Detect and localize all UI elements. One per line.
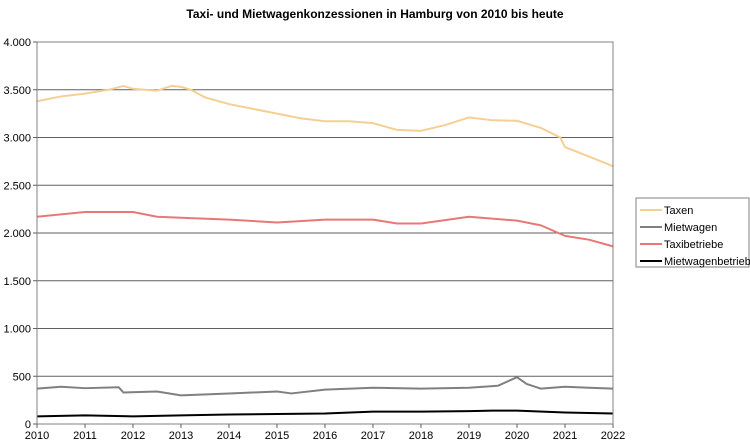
y-tick-label: 4.000 [3, 37, 31, 49]
x-tick-label: 2014 [217, 430, 241, 442]
y-tick-label: 500 [13, 371, 31, 383]
x-tick-label: 2018 [409, 430, 433, 442]
y-tick-label: 1.500 [3, 276, 31, 288]
y-tick-label: 2.000 [3, 228, 31, 240]
legend-label: Taxibetriebe [664, 239, 723, 251]
chart-title: Taxi- und Mietwagenkonzessionen in Hambu… [186, 7, 564, 21]
series-line-taxen [36, 84, 614, 168]
x-tick-label: 2021 [553, 430, 577, 442]
x-tick-label: 2019 [457, 430, 481, 442]
legend-label: Mietwagen [664, 222, 717, 234]
y-tick-label: 0 [25, 419, 31, 431]
y-tick-label: 1.000 [3, 324, 31, 336]
x-tick-label: 2017 [361, 430, 385, 442]
y-tick-label: 2.500 [3, 180, 31, 192]
series-line-mietwagen [36, 376, 614, 397]
x-tick-label: 2020 [505, 430, 529, 442]
x-tick-label: 2022 [601, 430, 625, 442]
x-tick-label: 2016 [313, 430, 337, 442]
x-tick-label: 2013 [169, 430, 193, 442]
series-line-mietwagenbetriebe [36, 409, 614, 418]
y-tick-label: 3.500 [3, 85, 31, 97]
x-tick-label: 2011 [73, 430, 97, 442]
legend-label: Taxen [664, 205, 693, 217]
y-tick-label: 3.000 [3, 133, 31, 145]
legend-label: Mietwagenbetriebe [664, 256, 750, 268]
legend: Taxen Mietwagen Taxibetriebe Mietwagenbetri… [635, 197, 750, 268]
x-tick-label: 2010 [25, 430, 49, 442]
series-line-taxibetriebe [36, 210, 614, 248]
x-tick-label: 2012 [121, 430, 145, 442]
x-tick-label: 2015 [265, 430, 289, 442]
